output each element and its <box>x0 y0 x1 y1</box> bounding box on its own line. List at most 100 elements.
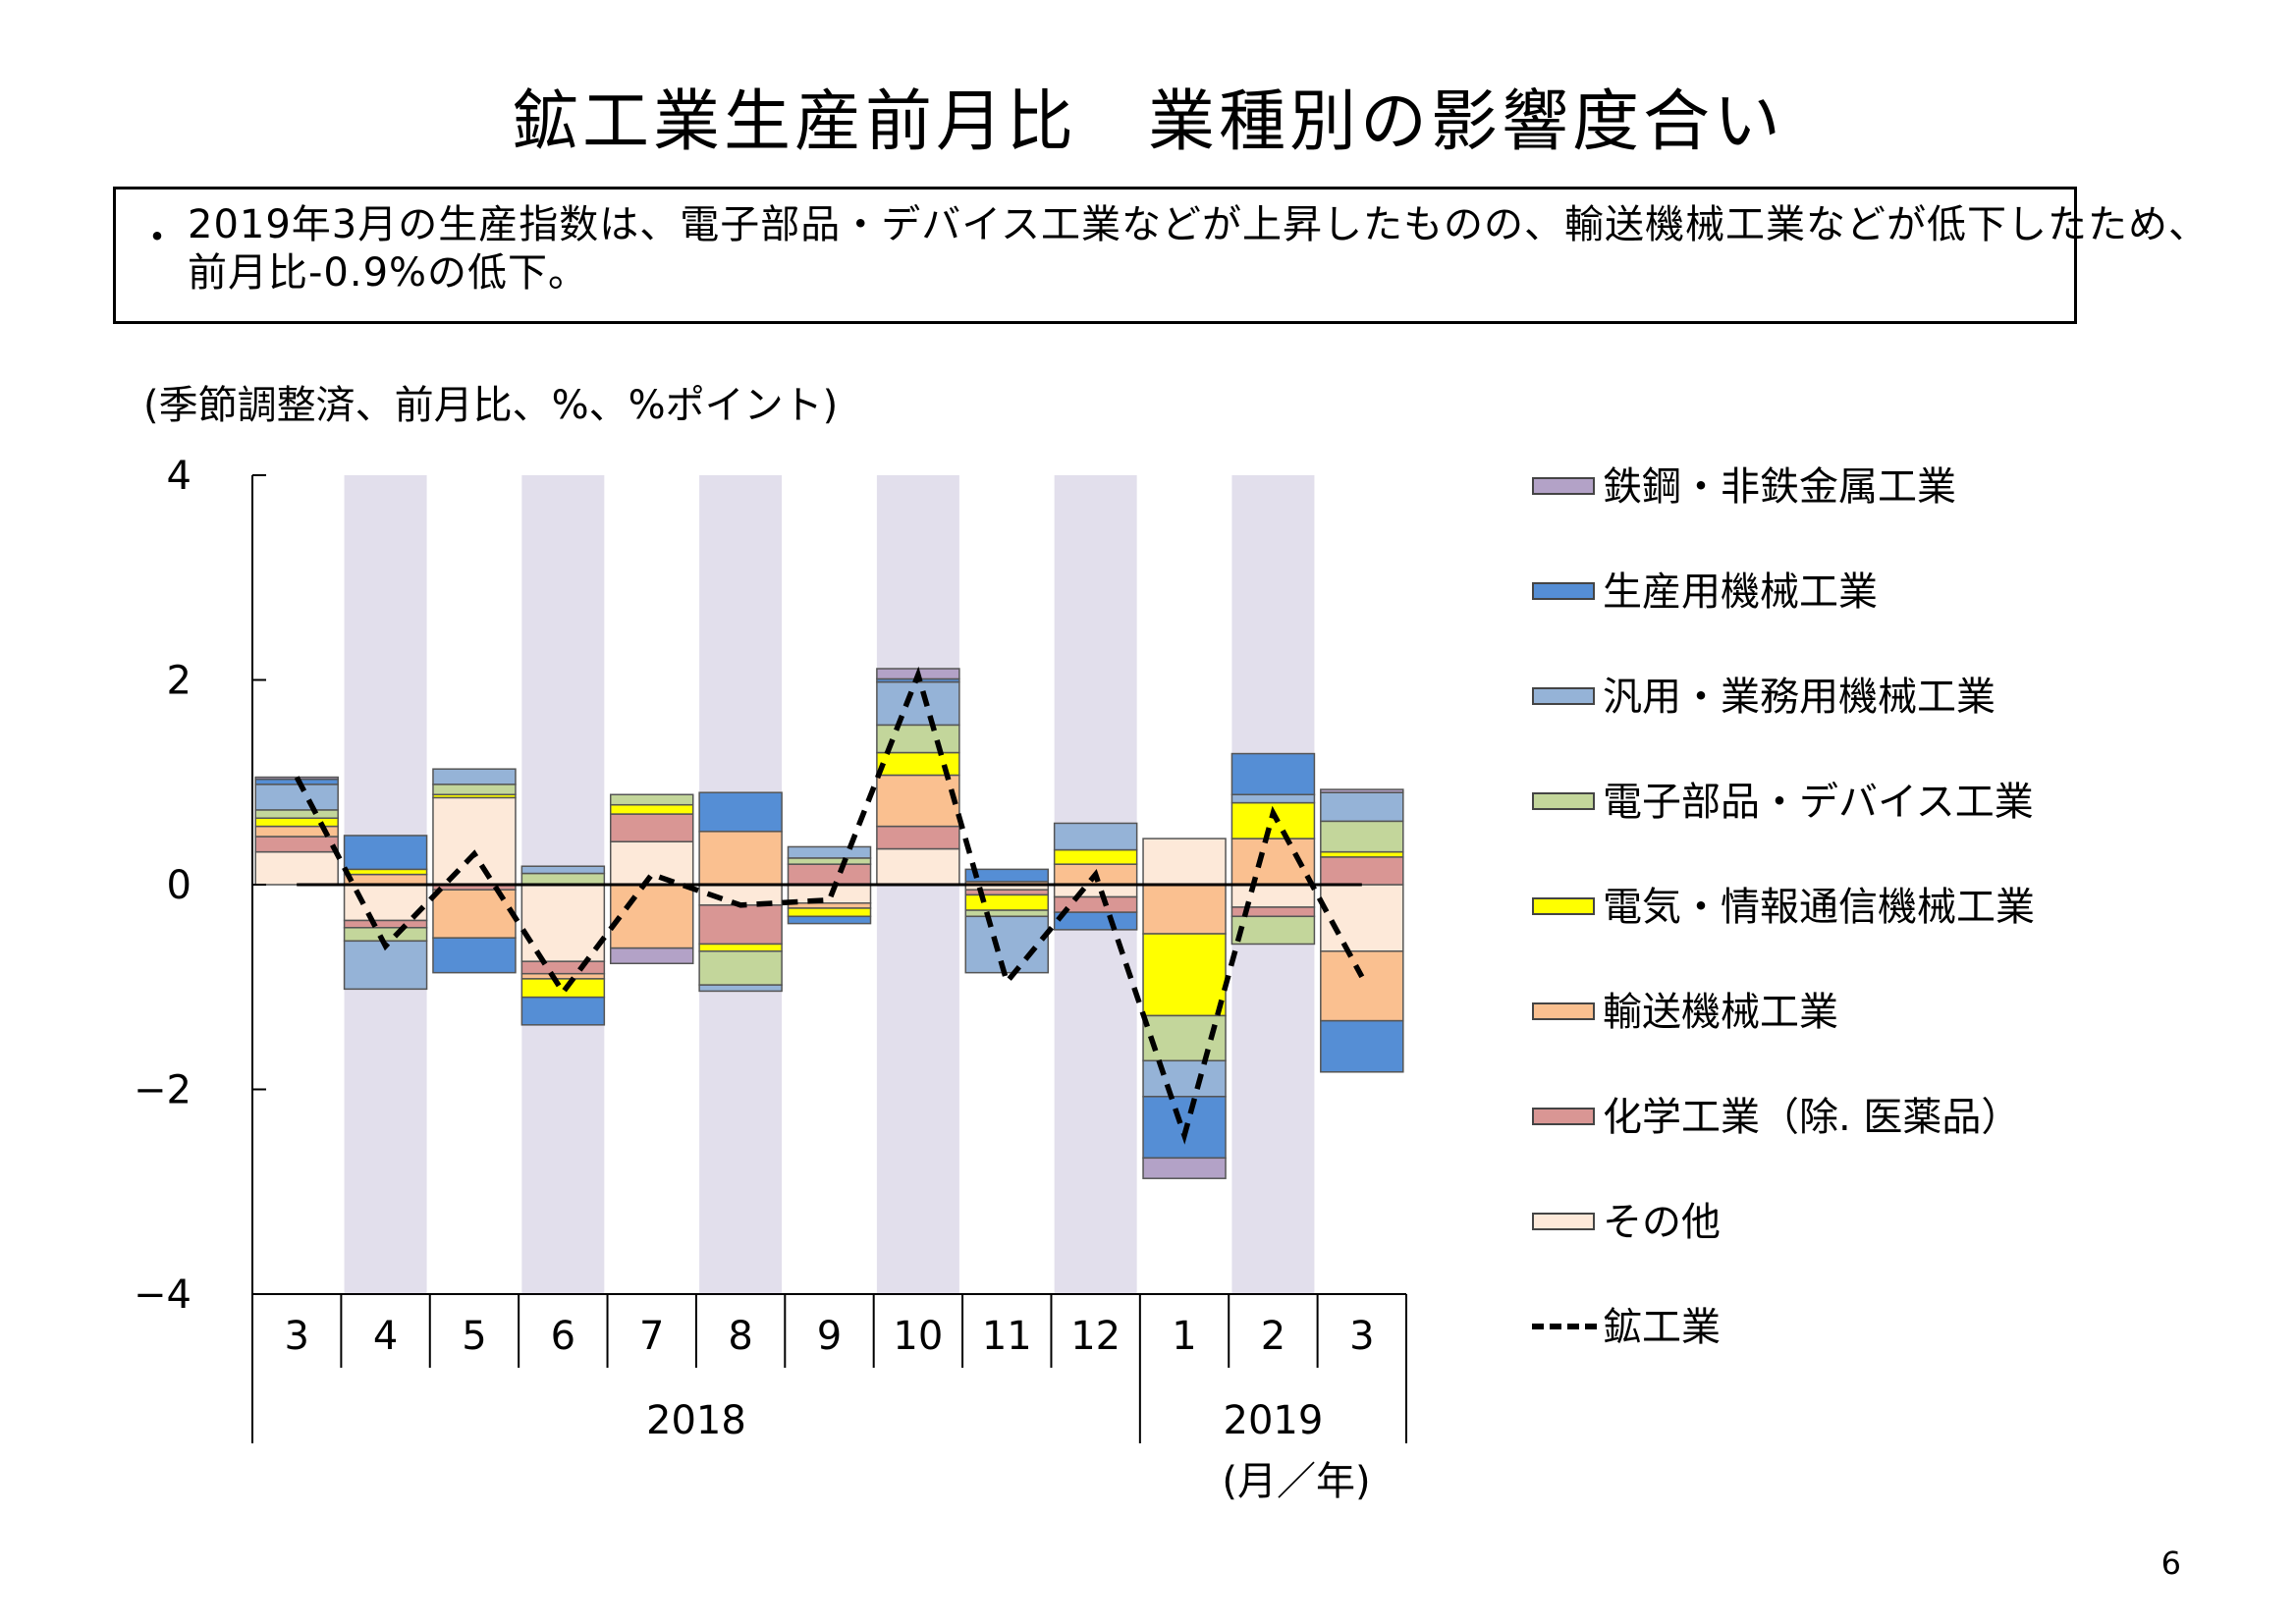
x-tick-label: 1 <box>1172 1314 1196 1359</box>
legend-label: 電子部品・デバイス工業 <box>1603 780 2034 825</box>
x-tick-label: 3 <box>284 1314 308 1359</box>
bar-segment <box>964 915 1050 974</box>
bar-segment <box>254 809 339 819</box>
legend-label: 鉱工業 <box>1603 1305 1721 1350</box>
x-axis-label: (月／年) <box>1222 1459 1370 1504</box>
bar-segment <box>432 768 517 785</box>
bar-segment <box>1053 822 1138 851</box>
legend-label: 汎用・業務用機械工業 <box>1603 675 1995 720</box>
bar-segment <box>1053 911 1138 931</box>
year-label: 2018 <box>646 1398 746 1443</box>
bar-segment <box>698 950 783 986</box>
legend-label: 輸送機械工業 <box>1603 990 1838 1035</box>
bar-segment <box>520 996 606 1026</box>
legend-swatch <box>1532 897 1595 915</box>
unit-label: (季節調整済、前月比、%、%ポイント) <box>143 383 839 428</box>
bar-segment <box>1320 884 1404 952</box>
bar-segment <box>254 836 339 853</box>
y-tick-label: 4 <box>167 454 191 499</box>
bar-segment <box>787 863 872 886</box>
bar-segment <box>1053 884 1138 898</box>
year-label: 2019 <box>1224 1398 1324 1443</box>
bar-segment <box>520 865 606 875</box>
bar-segment <box>1230 915 1316 946</box>
legend-label: 電気・情報通信機械工業 <box>1603 885 2035 930</box>
legend-swatch <box>1532 792 1595 810</box>
x-tick-label: 10 <box>893 1314 943 1359</box>
bar-segment <box>432 937 517 974</box>
bullet: ・ <box>137 215 177 260</box>
y-tick-label: −4 <box>134 1272 191 1318</box>
bar-segment <box>1320 791 1404 823</box>
x-tick-label: 8 <box>728 1314 752 1359</box>
bar-segment <box>609 813 694 842</box>
legend-swatch <box>1532 582 1595 600</box>
bar-segment <box>1142 1059 1227 1098</box>
bar-segment <box>520 972 606 980</box>
bar-segment <box>609 803 694 815</box>
bar-segment <box>698 831 783 886</box>
y-tick-label: 0 <box>167 863 191 908</box>
legend-label: 生産用機械工業 <box>1603 569 1878 615</box>
bar-segment <box>964 909 1050 918</box>
mining-industry-line <box>294 666 1365 1145</box>
bar-segment <box>698 943 783 952</box>
bar-segment <box>520 884 606 962</box>
bar-segment <box>1320 950 1404 1022</box>
bar-segment <box>254 850 339 886</box>
bar-segment <box>1320 850 1404 858</box>
bar-segment <box>609 793 694 806</box>
bar-segment <box>698 984 783 993</box>
bar-segment <box>609 840 694 886</box>
bar-segment <box>1230 884 1316 908</box>
legend-label: 鉄鋼・非鉄金属工業 <box>1603 464 1956 510</box>
legend-swatch <box>1532 1002 1595 1020</box>
bar-segment <box>343 835 428 871</box>
bar-segment <box>1053 848 1138 865</box>
bar-segment <box>432 784 517 796</box>
bar-segment <box>1230 793 1316 804</box>
x-tick-label: 9 <box>817 1314 842 1359</box>
summary-box: ・ 2019年3月の生産指数は、電子部品・デバイス工業などが上昇したものの、輸送… <box>113 187 2208 324</box>
legend-swatch <box>1532 1108 1595 1125</box>
page-title: 鉱工業生産前月比 業種別の影響度合い <box>511 83 1784 161</box>
legend-swatch <box>1532 1213 1595 1230</box>
bar-segment <box>876 825 960 850</box>
summary-text: 2019年3月の生産指数は、電子部品・デバイス工業などが上昇したものの、輸送機械… <box>188 202 2210 296</box>
x-tick-label: 2 <box>1261 1314 1285 1359</box>
y-tick-label: 2 <box>167 659 191 704</box>
legend-swatch <box>1532 687 1595 705</box>
bar-segment <box>876 847 960 886</box>
bar-segment <box>787 902 872 909</box>
bar-segment <box>1142 884 1227 935</box>
y-tick-label: −2 <box>134 1068 191 1113</box>
bar-segment <box>1230 752 1316 796</box>
legend-swatch <box>1532 477 1595 495</box>
x-tick-label: 7 <box>639 1314 664 1359</box>
bar-segment <box>1320 1019 1404 1073</box>
x-tick-label: 11 <box>982 1314 1032 1359</box>
bar-segment <box>1320 856 1404 886</box>
bar-segment <box>1320 820 1404 853</box>
bar-segment <box>343 868 428 876</box>
bar-segment <box>1142 838 1227 886</box>
legend-dash <box>1532 1324 1597 1329</box>
bar-segment <box>698 904 783 946</box>
bar-segment <box>787 857 872 865</box>
bar-segment <box>698 791 783 833</box>
bar-segment <box>343 919 428 929</box>
x-tick-label: 6 <box>551 1314 575 1359</box>
bar-segment <box>520 960 606 975</box>
bar-segment <box>876 680 960 727</box>
x-tick-label: 3 <box>1349 1314 1374 1359</box>
bar-segment <box>1320 788 1404 793</box>
bar-segment <box>254 784 339 811</box>
bar-segment <box>432 796 517 886</box>
bar-segment <box>520 872 606 886</box>
bar-segment <box>787 915 872 925</box>
bar-segment <box>964 893 1050 911</box>
bar-segment <box>343 873 428 886</box>
x-tick-label: 12 <box>1070 1314 1121 1359</box>
bar-segment <box>343 927 428 943</box>
